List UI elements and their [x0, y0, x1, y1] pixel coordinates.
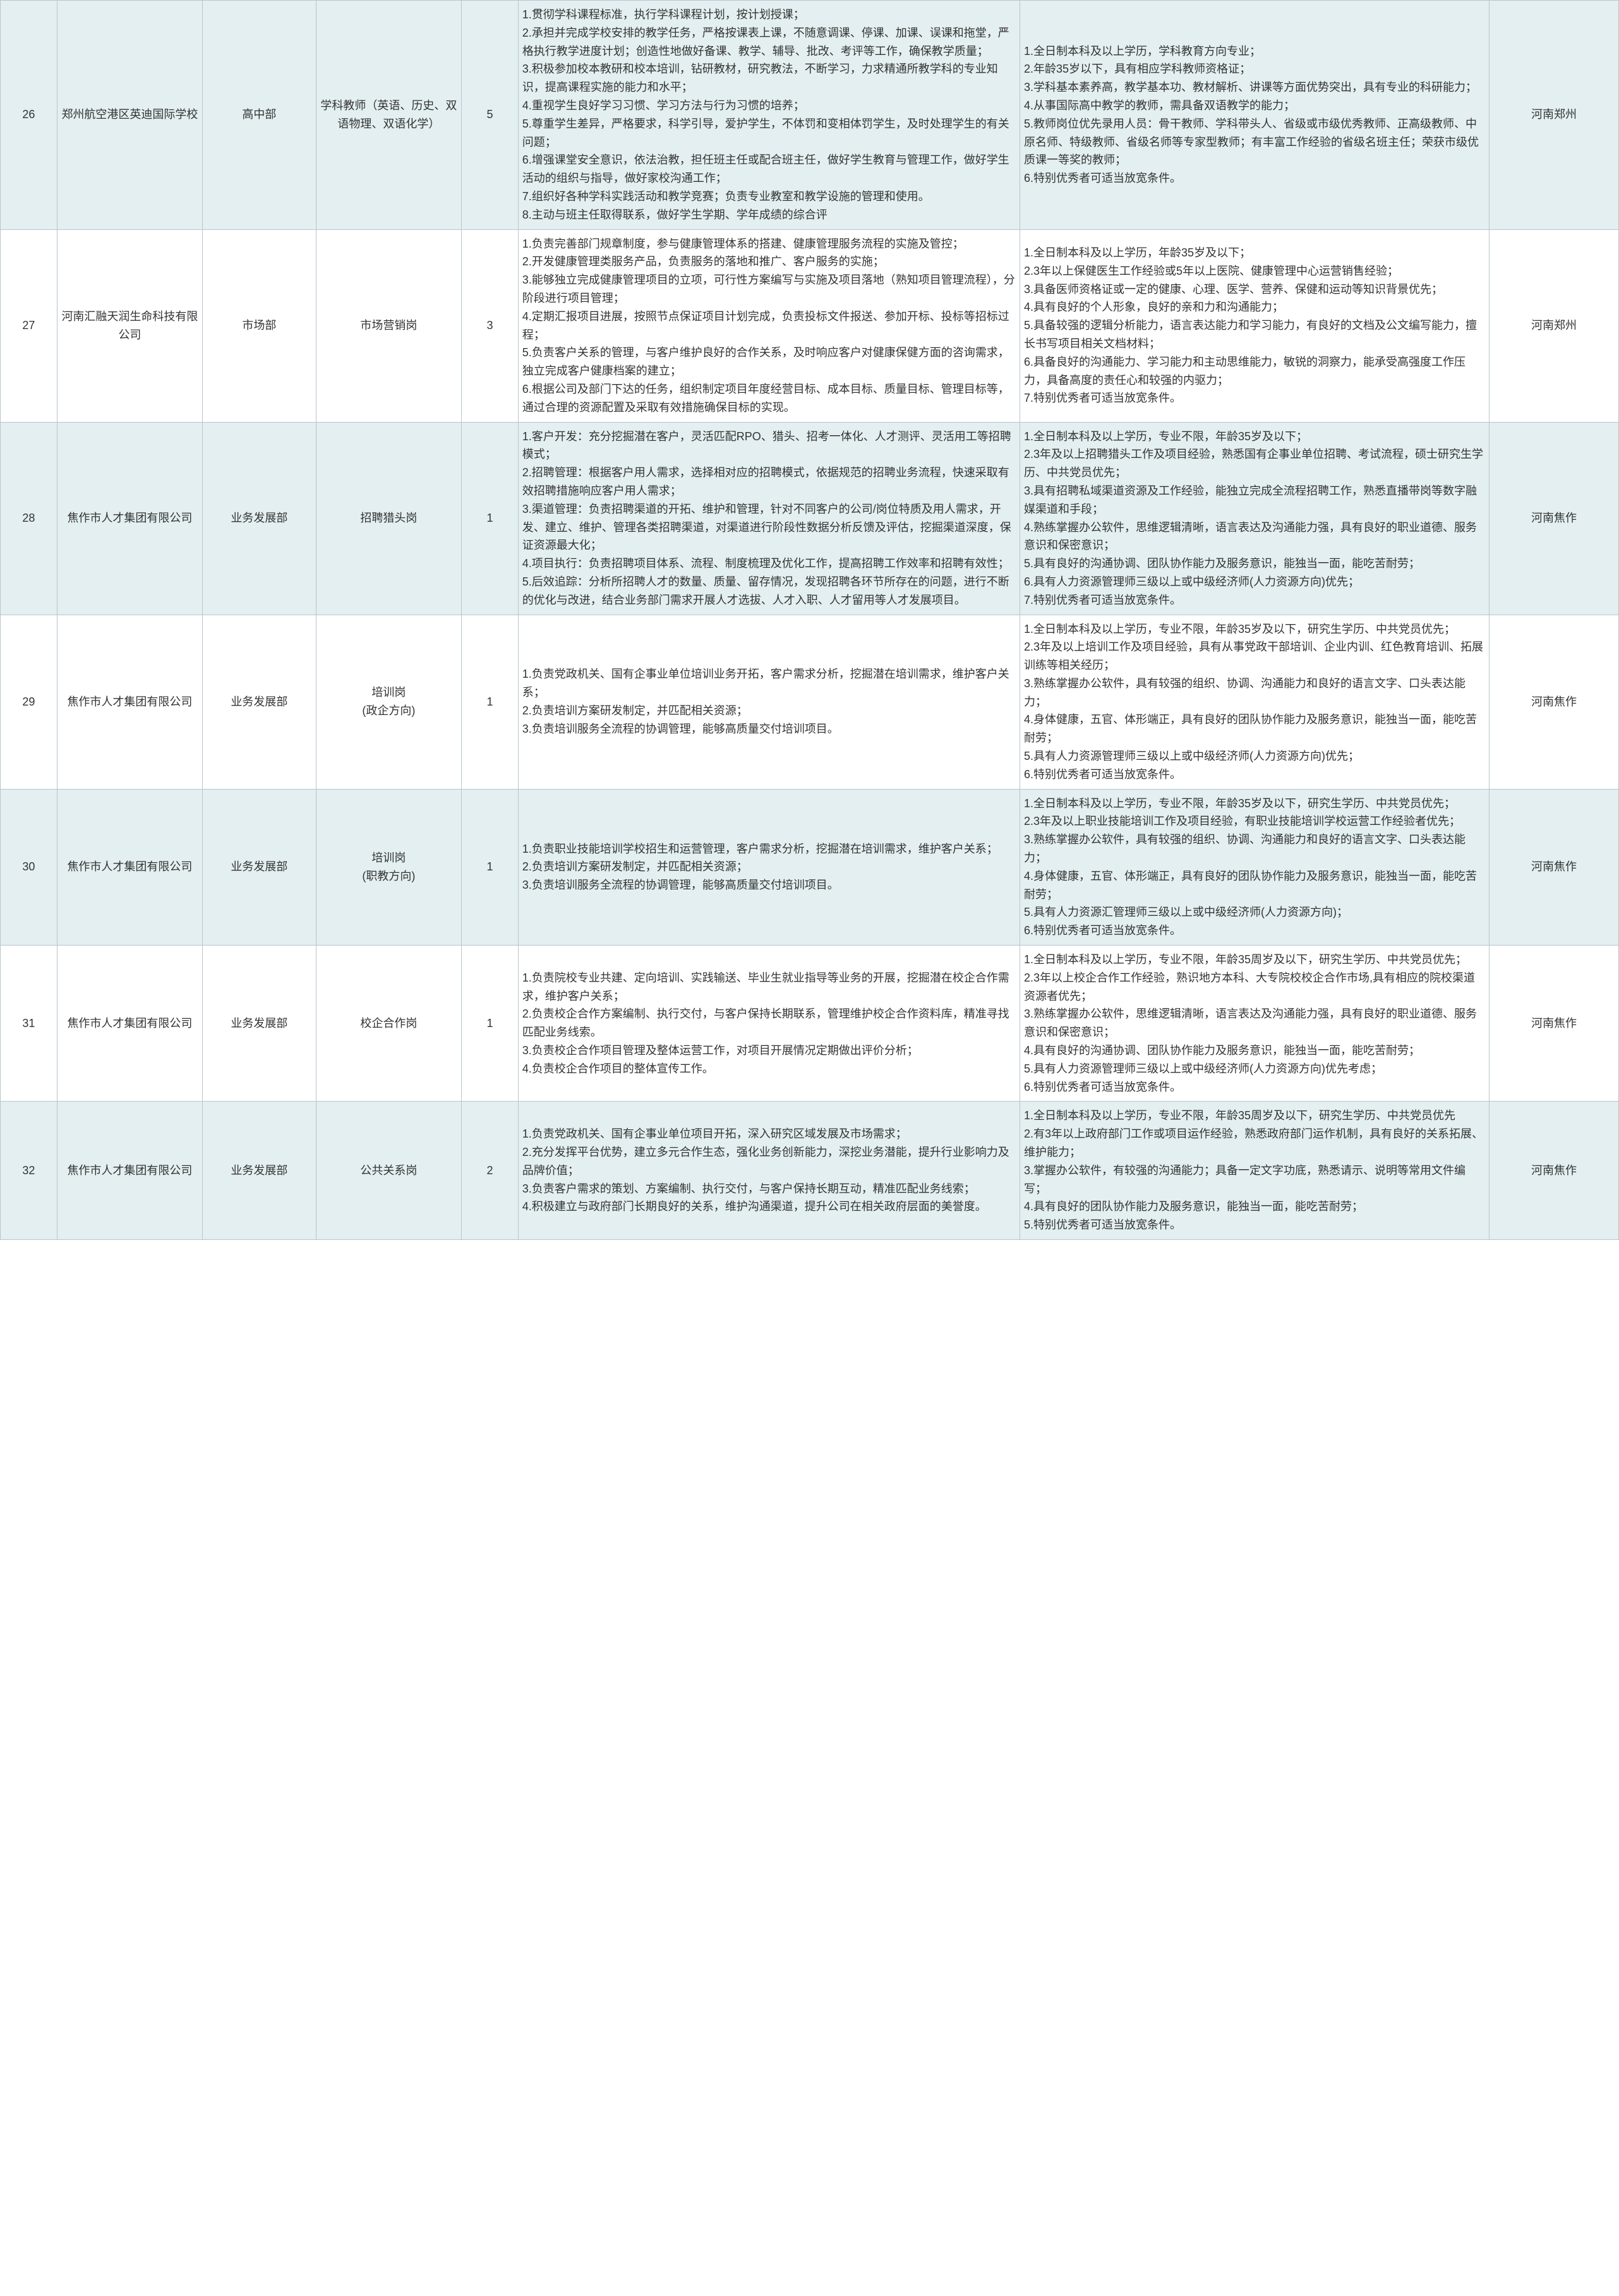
headcount: 5 — [462, 1, 519, 230]
company-name: 焦作市人才集团有限公司 — [57, 789, 203, 945]
company-name: 河南汇融天润生命科技有限公司 — [57, 229, 203, 422]
responsibilities: 1.贯彻学科课程标准，执行学科课程计划，按计划授课；2.承担并完成学校安排的教学… — [518, 1, 1020, 230]
headcount: 2 — [462, 1102, 519, 1240]
company-name: 焦作市人才集团有限公司 — [57, 946, 203, 1102]
location: 河南郑州 — [1490, 1, 1619, 230]
requirements: 1.全日制本科及以上学历，学科教育方向专业；2.年龄35岁以下，具有相应学科教师… — [1020, 1, 1490, 230]
headcount: 3 — [462, 229, 519, 422]
headcount: 1 — [462, 615, 519, 789]
row-index: 30 — [1, 789, 57, 945]
row-index: 27 — [1, 229, 57, 422]
department: 业务发展部 — [203, 1102, 316, 1240]
department: 业务发展部 — [203, 789, 316, 945]
responsibilities: 1.负责党政机关、国有企事业单位培训业务开拓，客户需求分析，挖掘潜在培训需求，维… — [518, 615, 1020, 789]
department: 高中部 — [203, 1, 316, 230]
table-row: 31焦作市人才集团有限公司业务发展部校企合作岗11.负责院校专业共建、定向培训、… — [1, 946, 1619, 1102]
location: 河南焦作 — [1490, 422, 1619, 615]
department: 业务发展部 — [203, 422, 316, 615]
headcount: 1 — [462, 789, 519, 945]
position-title: 市场营销岗 — [316, 229, 462, 422]
department: 业务发展部 — [203, 615, 316, 789]
table-row: 28焦作市人才集团有限公司业务发展部招聘猎头岗11.客户开发：充分挖掘潜在客户，… — [1, 422, 1619, 615]
position-title: 公共关系岗 — [316, 1102, 462, 1240]
responsibilities: 1.负责院校专业共建、定向培训、实践输送、毕业生就业指导等业务的开展，挖掘潜在校… — [518, 946, 1020, 1102]
recruitment-table: 26郑州航空港区英迪国际学校高中部学科教师（英语、历史、双语物理、双语化学）51… — [0, 0, 1619, 1240]
company-name: 焦作市人才集团有限公司 — [57, 615, 203, 789]
requirements: 1.全日制本科及以上学历，专业不限，年龄35周岁及以下，研究生学历、中共党员优先… — [1020, 946, 1490, 1102]
department: 市场部 — [203, 229, 316, 422]
headcount: 1 — [462, 422, 519, 615]
requirements: 1.全日制本科及以上学历，专业不限，年龄35周岁及以下，研究生学历、中共党员优先… — [1020, 1102, 1490, 1240]
location: 河南焦作 — [1490, 1102, 1619, 1240]
responsibilities: 1.客户开发：充分挖掘潜在客户，灵活匹配RPO、猎头、招考一体化、人才测评、灵活… — [518, 422, 1020, 615]
location: 河南焦作 — [1490, 789, 1619, 945]
row-index: 28 — [1, 422, 57, 615]
row-index: 31 — [1, 946, 57, 1102]
location: 河南郑州 — [1490, 229, 1619, 422]
position-title: 培训岗(政企方向) — [316, 615, 462, 789]
table-row: 26郑州航空港区英迪国际学校高中部学科教师（英语、历史、双语物理、双语化学）51… — [1, 1, 1619, 230]
row-index: 32 — [1, 1102, 57, 1240]
responsibilities: 1.负责完善部门规章制度，参与健康管理体系的搭建、健康管理服务流程的实施及管控；… — [518, 229, 1020, 422]
company-name: 焦作市人才集团有限公司 — [57, 1102, 203, 1240]
department: 业务发展部 — [203, 946, 316, 1102]
table-row: 29焦作市人才集团有限公司业务发展部培训岗(政企方向)11.负责党政机关、国有企… — [1, 615, 1619, 789]
headcount: 1 — [462, 946, 519, 1102]
company-name: 郑州航空港区英迪国际学校 — [57, 1, 203, 230]
table-row: 32焦作市人才集团有限公司业务发展部公共关系岗21.负责党政机关、国有企事业单位… — [1, 1102, 1619, 1240]
row-index: 26 — [1, 1, 57, 230]
row-index: 29 — [1, 615, 57, 789]
position-title: 学科教师（英语、历史、双语物理、双语化学） — [316, 1, 462, 230]
table-row: 27河南汇融天润生命科技有限公司市场部市场营销岗31.负责完善部门规章制度，参与… — [1, 229, 1619, 422]
position-title: 校企合作岗 — [316, 946, 462, 1102]
location: 河南焦作 — [1490, 615, 1619, 789]
requirements: 1.全日制本科及以上学历，年龄35岁及以下；2.3年以上保健医生工作经验或5年以… — [1020, 229, 1490, 422]
requirements: 1.全日制本科及以上学历，专业不限，年龄35岁及以下；2.3年及以上招聘猎头工作… — [1020, 422, 1490, 615]
requirements: 1.全日制本科及以上学历，专业不限，年龄35岁及以下，研究生学历、中共党员优先；… — [1020, 615, 1490, 789]
responsibilities: 1.负责职业技能培训学校招生和运营管理，客户需求分析，挖掘潜在培训需求，维护客户… — [518, 789, 1020, 945]
position-title: 招聘猎头岗 — [316, 422, 462, 615]
responsibilities: 1.负责党政机关、国有企事业单位项目开拓，深入研究区域发展及市场需求；2.充分发… — [518, 1102, 1020, 1240]
position-title: 培训岗(职教方向) — [316, 789, 462, 945]
table-row: 30焦作市人才集团有限公司业务发展部培训岗(职教方向)11.负责职业技能培训学校… — [1, 789, 1619, 945]
company-name: 焦作市人才集团有限公司 — [57, 422, 203, 615]
location: 河南焦作 — [1490, 946, 1619, 1102]
requirements: 1.全日制本科及以上学历，专业不限，年龄35岁及以下，研究生学历、中共党员优先；… — [1020, 789, 1490, 945]
